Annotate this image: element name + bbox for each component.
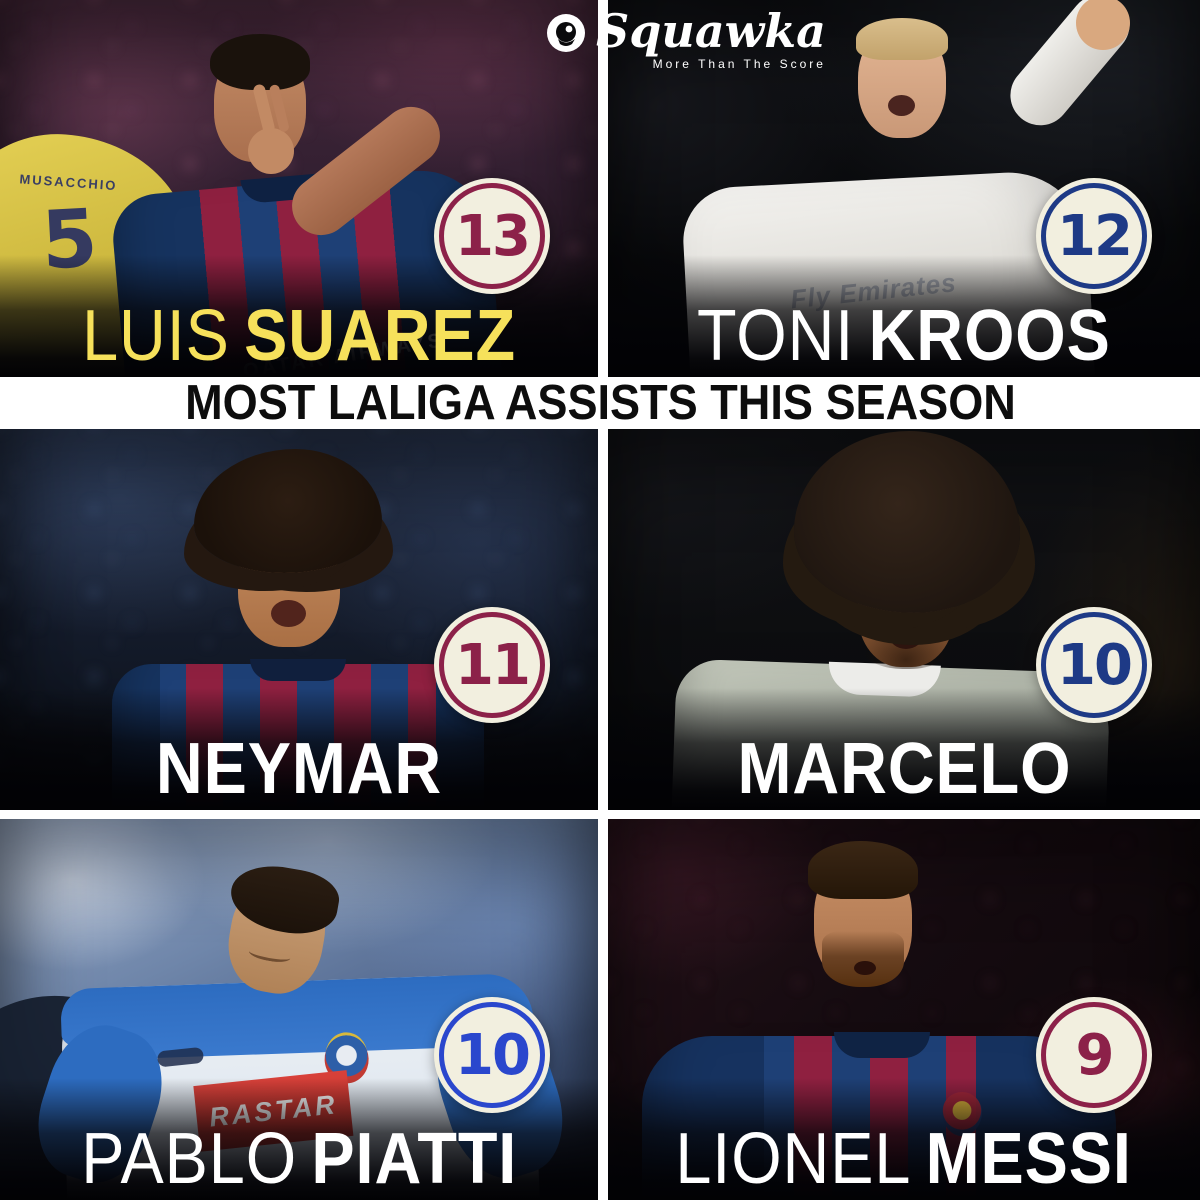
player-first-name: TONI bbox=[697, 296, 855, 376]
assists-count-piatti: 10 bbox=[455, 1022, 531, 1088]
player-last-name: NEYMAR bbox=[155, 729, 443, 809]
player-name-piatti: PABLO PIATTI bbox=[0, 1078, 598, 1200]
player-name-text: TONI KROOS bbox=[697, 300, 1111, 377]
assists-count-neymar: 11 bbox=[455, 632, 531, 698]
player-name-text: NEYMAR bbox=[156, 733, 442, 810]
player-name-text: MARCELO bbox=[737, 733, 1071, 810]
assists-badge-neymar: 11 bbox=[434, 607, 550, 723]
player-name-messi: LIONEL MESSI bbox=[608, 1078, 1200, 1200]
player-card-piatti: RASTAR 10 PABLO PIATTI bbox=[0, 819, 598, 1200]
assists-badge-piatti: 10 bbox=[434, 997, 550, 1113]
badge-ring bbox=[439, 183, 545, 289]
badge-ring bbox=[1041, 1002, 1147, 1108]
assists-badge-suarez: 13 bbox=[434, 178, 550, 294]
assists-badge-kroos: 12 bbox=[1036, 178, 1152, 294]
brand-wordmark: Squawka bbox=[596, 4, 826, 58]
assists-count-suarez: 13 bbox=[455, 203, 531, 269]
player-card-kroos: Fly Emirates 12 TONI KROOS bbox=[608, 0, 1200, 377]
player-name-text: LIONEL MESSI bbox=[676, 1123, 1132, 1200]
suarez-hand bbox=[248, 128, 294, 174]
assists-badge-messi: 9 bbox=[1036, 997, 1152, 1113]
title-banner: MOST LALIGA ASSISTS THIS SEASON bbox=[0, 377, 1200, 429]
assists-count-kroos: 12 bbox=[1057, 203, 1133, 269]
assists-count-messi: 9 bbox=[1075, 1022, 1115, 1088]
player-last-name: MESSI bbox=[926, 1119, 1133, 1199]
squawka-logo: Squawka More Than The Score bbox=[546, 8, 826, 71]
player-name-suarez: LUIS SUAREZ bbox=[0, 255, 598, 377]
badge-ring bbox=[1041, 183, 1147, 289]
messi-mouth bbox=[854, 961, 876, 975]
player-last-name: MARCELO bbox=[737, 729, 1071, 809]
marcelo-hair bbox=[794, 431, 1020, 613]
page-title: MOST LALIGA ASSISTS THIS SEASON bbox=[184, 375, 1016, 430]
player-card-neymar: 11 NEYMAR bbox=[0, 429, 598, 810]
neymar-hair bbox=[194, 449, 382, 573]
logo-text: Squawka More Than The Score bbox=[596, 8, 826, 71]
kroos-fist bbox=[1076, 0, 1130, 50]
player-first-name: LIONEL bbox=[675, 1119, 912, 1199]
player-name-text: PABLO PIATTI bbox=[81, 1123, 517, 1200]
player-last-name: SUAREZ bbox=[244, 296, 516, 376]
player-card-suarez: MUSACCHIO 5 QATAR AIRWAYS 13 LUIS SUAREZ bbox=[0, 0, 598, 377]
player-name-neymar: NEYMAR bbox=[0, 688, 598, 810]
player-card-marcelo: 10 MARCELO bbox=[608, 429, 1200, 810]
squawka-bird-icon bbox=[547, 14, 585, 52]
kroos-head bbox=[856, 18, 948, 138]
assists-badge-marcelo: 10 bbox=[1036, 607, 1152, 723]
brand-tagline: More Than The Score bbox=[652, 57, 826, 71]
player-last-name: PIATTI bbox=[311, 1119, 517, 1199]
player-last-name: KROOS bbox=[868, 296, 1111, 376]
kit-maker-logo bbox=[156, 1046, 205, 1068]
player-card-messi: 9 LIONEL MESSI bbox=[608, 819, 1200, 1200]
badge-ring bbox=[439, 1002, 545, 1108]
player-first-name: PABLO bbox=[81, 1119, 297, 1199]
player-name-text: LUIS SUAREZ bbox=[82, 300, 516, 377]
assists-count-marcelo: 10 bbox=[1057, 632, 1133, 698]
badge-ring bbox=[1041, 612, 1147, 718]
badge-ring bbox=[439, 612, 545, 718]
player-first-name: LUIS bbox=[82, 296, 230, 376]
